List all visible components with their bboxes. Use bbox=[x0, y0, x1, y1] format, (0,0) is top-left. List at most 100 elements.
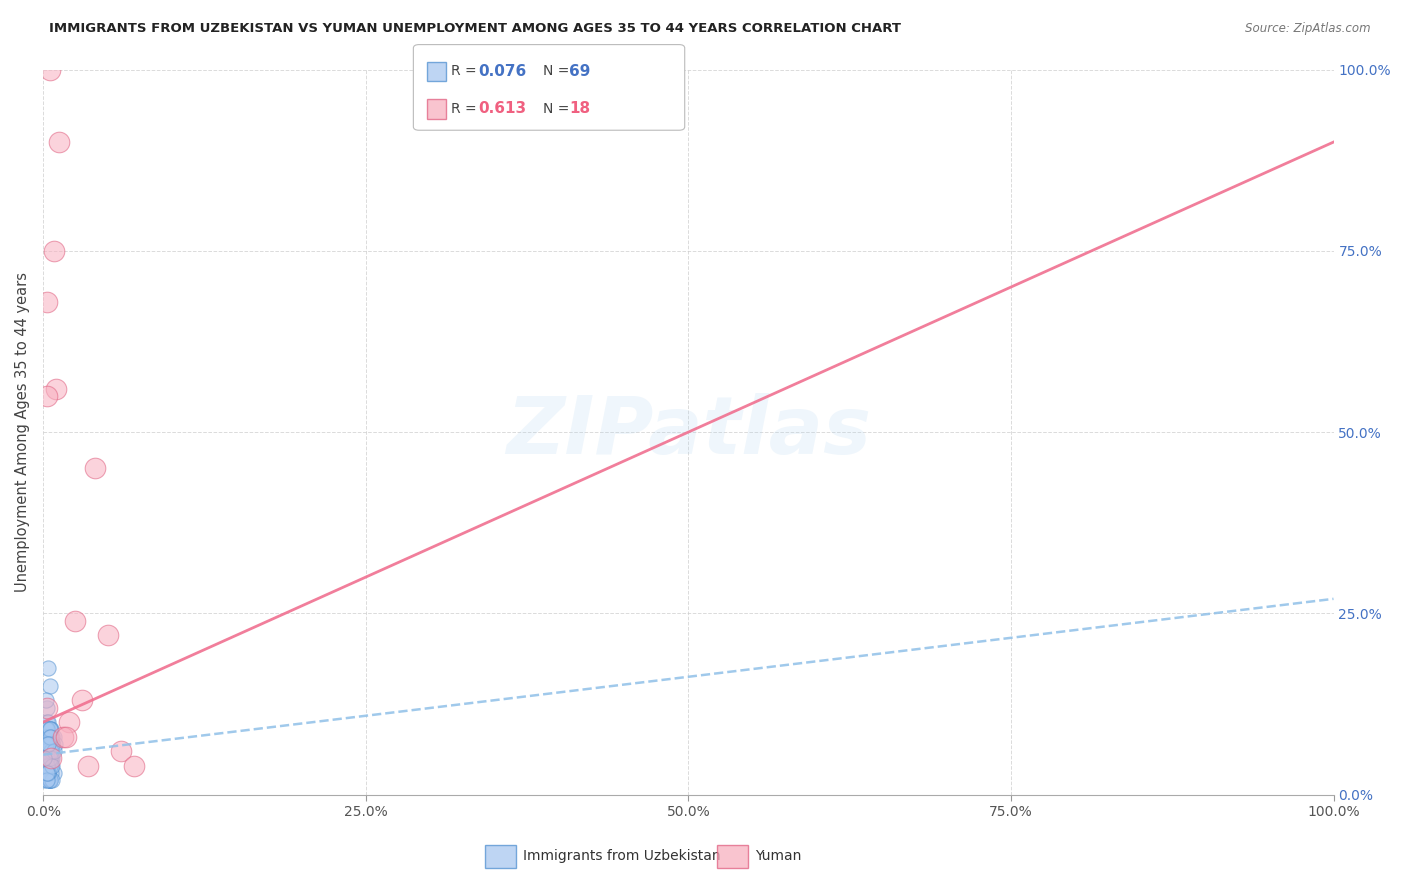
Point bbox=[39, 751, 62, 765]
Text: 0.076: 0.076 bbox=[478, 64, 526, 78]
Point bbox=[38, 758, 60, 772]
Point bbox=[41, 751, 63, 765]
Point bbox=[39, 723, 62, 737]
Point bbox=[35, 700, 58, 714]
Point bbox=[37, 765, 59, 780]
Point bbox=[37, 751, 59, 765]
Point bbox=[41, 758, 63, 772]
Point bbox=[70, 693, 93, 707]
Point bbox=[38, 723, 60, 737]
Point bbox=[83, 461, 105, 475]
Text: 18: 18 bbox=[569, 102, 591, 116]
Point bbox=[37, 773, 59, 788]
Point bbox=[39, 751, 62, 765]
Text: ZIPatlas: ZIPatlas bbox=[506, 393, 870, 471]
Y-axis label: Unemployment Among Ages 35 to 44 years: Unemployment Among Ages 35 to 44 years bbox=[15, 272, 30, 592]
Point bbox=[51, 730, 73, 744]
Point bbox=[35, 773, 58, 788]
Point bbox=[38, 62, 60, 77]
Point bbox=[35, 758, 58, 772]
Point bbox=[38, 773, 60, 788]
Point bbox=[41, 730, 63, 744]
Point bbox=[34, 773, 56, 788]
Point bbox=[34, 751, 56, 765]
Point bbox=[35, 765, 58, 780]
Point bbox=[38, 730, 60, 744]
Point bbox=[35, 744, 58, 758]
Point bbox=[39, 744, 62, 758]
Point bbox=[37, 765, 59, 780]
Point bbox=[35, 715, 58, 730]
Point bbox=[39, 765, 62, 780]
Text: Immigrants from Uzbekistan: Immigrants from Uzbekistan bbox=[523, 849, 721, 863]
Point bbox=[42, 765, 65, 780]
Point bbox=[35, 389, 58, 403]
Point bbox=[39, 730, 62, 744]
Text: Source: ZipAtlas.com: Source: ZipAtlas.com bbox=[1246, 22, 1371, 36]
Point bbox=[41, 744, 63, 758]
Point bbox=[34, 730, 56, 744]
Point bbox=[38, 773, 60, 788]
Point bbox=[35, 737, 58, 751]
Point bbox=[122, 758, 145, 772]
Point bbox=[35, 744, 58, 758]
Point bbox=[37, 661, 59, 675]
Point bbox=[58, 715, 80, 730]
Text: N =: N = bbox=[543, 102, 574, 116]
Point bbox=[37, 765, 59, 780]
Point bbox=[38, 773, 60, 788]
Point bbox=[55, 730, 77, 744]
Point bbox=[35, 751, 58, 765]
Point bbox=[39, 758, 62, 772]
Point bbox=[77, 758, 100, 772]
Text: Yuman: Yuman bbox=[755, 849, 801, 863]
Point bbox=[35, 700, 58, 714]
Point bbox=[97, 628, 120, 642]
Text: 69: 69 bbox=[569, 64, 591, 78]
Point bbox=[35, 723, 58, 737]
Point bbox=[35, 765, 58, 780]
Point bbox=[42, 744, 65, 758]
Point bbox=[35, 737, 58, 751]
Point bbox=[48, 135, 70, 149]
Point bbox=[35, 744, 58, 758]
Text: 0.613: 0.613 bbox=[478, 102, 526, 116]
Text: IMMIGRANTS FROM UZBEKISTAN VS YUMAN UNEMPLOYMENT AMONG AGES 35 TO 44 YEARS CORRE: IMMIGRANTS FROM UZBEKISTAN VS YUMAN UNEM… bbox=[49, 22, 901, 36]
Point bbox=[35, 744, 58, 758]
Point bbox=[39, 737, 62, 751]
Point bbox=[38, 751, 60, 765]
Point bbox=[35, 765, 58, 780]
Point bbox=[38, 679, 60, 693]
Point bbox=[35, 723, 58, 737]
Point bbox=[35, 294, 58, 309]
Point bbox=[39, 758, 62, 772]
Point bbox=[42, 244, 65, 258]
Point bbox=[34, 751, 56, 765]
Point bbox=[65, 614, 87, 628]
Point bbox=[34, 758, 56, 772]
Point bbox=[38, 737, 60, 751]
Point bbox=[41, 737, 63, 751]
Point bbox=[37, 758, 59, 772]
Point bbox=[41, 737, 63, 751]
Point bbox=[44, 737, 66, 751]
Text: R =: R = bbox=[451, 64, 481, 78]
Text: N =: N = bbox=[543, 64, 574, 78]
Text: R =: R = bbox=[451, 102, 481, 116]
Point bbox=[42, 730, 65, 744]
Point bbox=[110, 744, 132, 758]
Point bbox=[37, 723, 59, 737]
Point bbox=[37, 715, 59, 730]
Point bbox=[35, 693, 58, 707]
Point bbox=[38, 773, 60, 788]
Point bbox=[38, 723, 60, 737]
Point bbox=[35, 730, 58, 744]
Point bbox=[35, 751, 58, 765]
Point bbox=[35, 758, 58, 772]
Point bbox=[35, 737, 58, 751]
Point bbox=[45, 382, 67, 396]
Point bbox=[39, 744, 62, 758]
Point bbox=[37, 758, 59, 772]
Point bbox=[37, 737, 59, 751]
Point bbox=[35, 751, 58, 765]
